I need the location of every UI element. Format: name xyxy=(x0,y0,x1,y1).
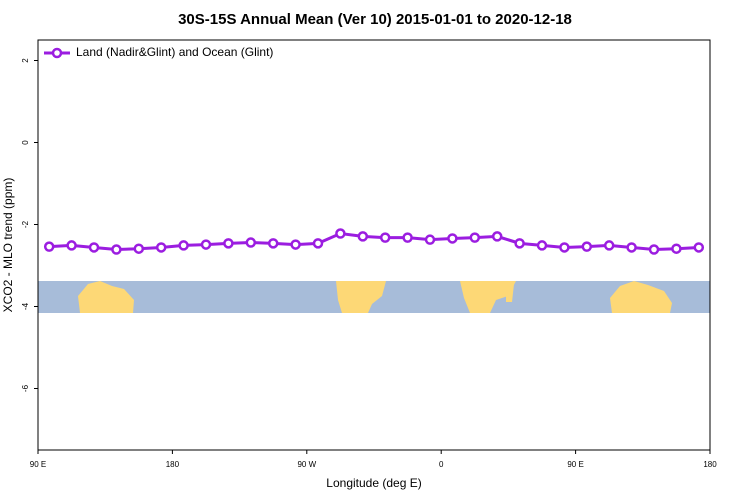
data-point xyxy=(469,232,481,243)
data-point xyxy=(357,231,369,242)
x-tick-label: 0 xyxy=(439,460,444,469)
data-point xyxy=(671,243,682,254)
data-point xyxy=(111,244,122,255)
data-point xyxy=(447,233,458,244)
data-point xyxy=(335,228,346,239)
data-point xyxy=(491,231,503,242)
x-tick-label: 180 xyxy=(166,460,180,469)
chart-title: 30S-15S Annual Mean (Ver 10) 2015-01-01 … xyxy=(178,11,572,28)
series-line xyxy=(49,231,699,252)
data-point xyxy=(379,232,391,243)
y-tick-label: 0 xyxy=(21,140,30,145)
plot-frame xyxy=(37,39,711,451)
y-tick-label: -4 xyxy=(21,302,30,310)
data-point xyxy=(648,244,660,255)
data-point xyxy=(603,240,615,251)
data-point xyxy=(312,238,324,249)
map-strip xyxy=(38,281,710,313)
legend-label: Land (Nadir&Glint) and Ocean (Glint) xyxy=(76,45,273,59)
x-axis-label: Longitude (deg E) xyxy=(326,476,421,490)
data-point xyxy=(514,238,525,249)
x-tick-label: 90 E xyxy=(30,460,46,469)
data-point xyxy=(178,240,189,251)
data-point xyxy=(155,242,167,253)
data-point xyxy=(66,240,77,251)
y-tick-label: -6 xyxy=(21,384,30,392)
data-point xyxy=(43,241,55,252)
data-point xyxy=(88,242,100,253)
y-tick-label: 2 xyxy=(21,58,30,63)
data-point xyxy=(200,239,212,250)
data-point xyxy=(133,243,145,254)
data-point xyxy=(267,238,279,249)
y-tick-label: -2 xyxy=(21,220,30,228)
data-point xyxy=(559,242,570,253)
y-axis-label: XCO2 - MLO trend (ppm) xyxy=(1,178,15,313)
data-point xyxy=(424,234,436,245)
x-tick-label: 90 E xyxy=(567,460,583,469)
data-point xyxy=(223,238,234,249)
data-point xyxy=(693,242,705,253)
data-point xyxy=(245,237,257,248)
data-point xyxy=(581,241,593,252)
data-point xyxy=(402,232,413,243)
x-tick-label: 180 xyxy=(703,460,717,469)
data-point xyxy=(626,242,637,253)
data-point xyxy=(290,239,301,250)
data-point xyxy=(536,240,548,251)
x-tick-label: 90 W xyxy=(297,460,316,469)
legend-marker xyxy=(51,47,63,59)
